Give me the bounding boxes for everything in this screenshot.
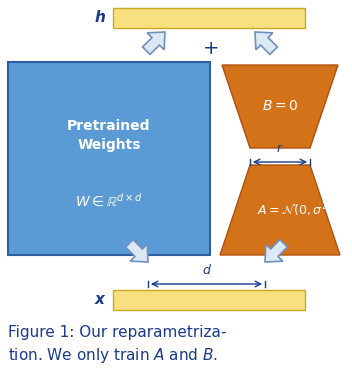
Polygon shape [113,290,305,310]
Text: $+$: $+$ [202,38,218,58]
Text: $B = 0$: $B = 0$ [262,100,298,113]
Text: $W \in \mathbb{R}^{d \times d}$: $W \in \mathbb{R}^{d \times d}$ [75,192,143,210]
Polygon shape [143,32,165,54]
Polygon shape [222,65,338,148]
Polygon shape [8,62,210,255]
Polygon shape [220,165,340,255]
Text: $d$: $d$ [201,263,212,277]
Text: $A = \mathcal{N}(0, \sigma^2)$: $A = \mathcal{N}(0, \sigma^2)$ [257,201,333,219]
Text: h: h [94,11,105,26]
Text: x: x [95,293,105,308]
Text: Figure 1: Our reparametriza-
tion. We only train $A$ and $B$.: Figure 1: Our reparametriza- tion. We on… [8,325,226,365]
Polygon shape [255,32,277,54]
Polygon shape [113,8,305,28]
Polygon shape [265,240,287,262]
Polygon shape [126,240,148,262]
Text: Pretrained
Weights: Pretrained Weights [67,119,151,152]
Text: $r$: $r$ [276,142,284,155]
